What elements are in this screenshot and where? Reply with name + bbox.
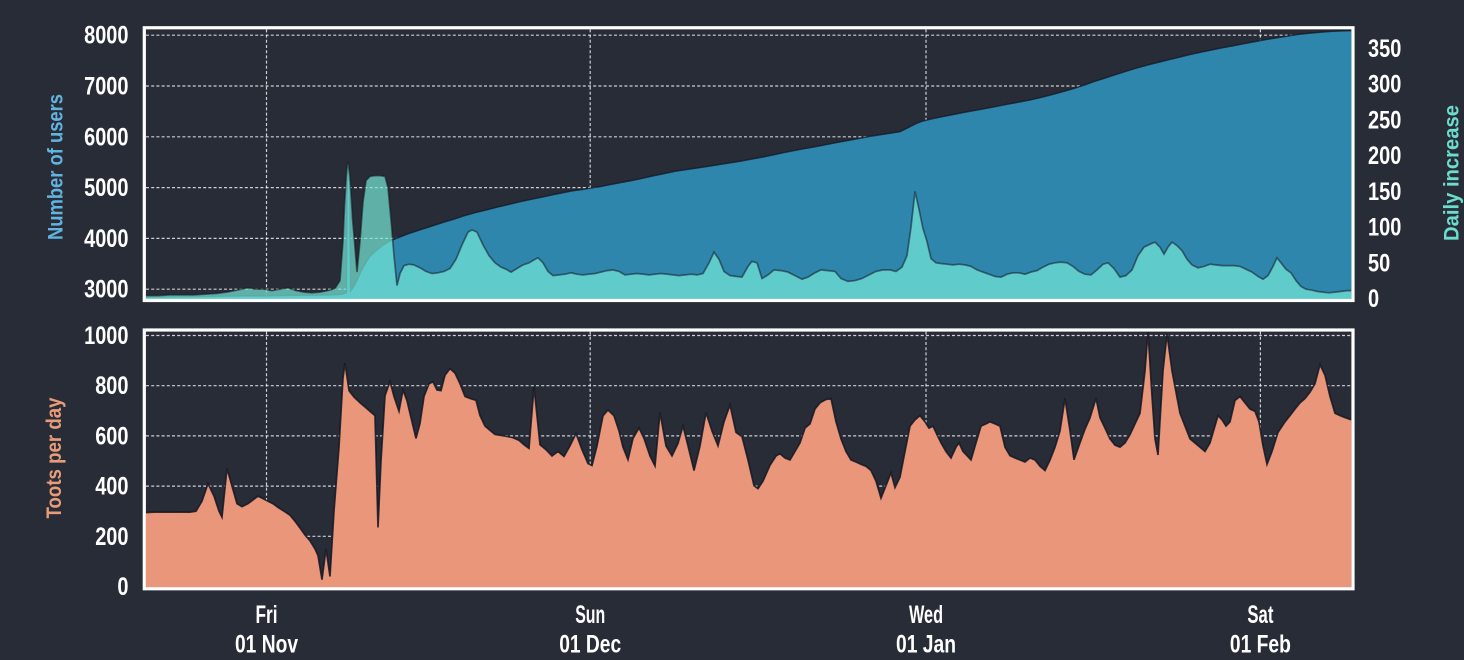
svg-text:01 Feb: 01 Feb	[1230, 631, 1291, 659]
svg-text:5000: 5000	[84, 174, 128, 202]
svg-text:8000: 8000	[84, 22, 128, 50]
svg-text:100: 100	[1368, 214, 1401, 242]
svg-text:300: 300	[1368, 71, 1401, 99]
svg-text:0: 0	[117, 573, 128, 601]
svg-text:6000: 6000	[84, 123, 128, 151]
svg-text:Number of users: Number of users	[45, 94, 68, 240]
svg-text:3000: 3000	[84, 276, 128, 304]
svg-text:800: 800	[95, 372, 128, 400]
svg-text:Daily increase: Daily increase	[1441, 105, 1464, 241]
svg-text:Sat: Sat	[1247, 601, 1273, 629]
svg-text:4000: 4000	[84, 225, 128, 253]
svg-text:400: 400	[95, 473, 128, 501]
svg-text:150: 150	[1368, 178, 1401, 206]
svg-text:01 Dec: 01 Dec	[559, 631, 621, 659]
svg-text:200: 200	[1368, 142, 1401, 170]
svg-text:Wed: Wed	[909, 601, 943, 629]
svg-text:Sun: Sun	[575, 601, 605, 629]
svg-text:0: 0	[1368, 285, 1379, 313]
svg-text:Fri: Fri	[256, 601, 278, 629]
svg-text:350: 350	[1368, 35, 1401, 63]
svg-text:1000: 1000	[84, 322, 128, 350]
svg-text:01 Nov: 01 Nov	[235, 631, 298, 659]
svg-text:250: 250	[1368, 106, 1401, 134]
svg-text:01 Jan: 01 Jan	[896, 631, 956, 659]
svg-text:600: 600	[95, 422, 128, 450]
svg-text:200: 200	[95, 523, 128, 551]
svg-text:50: 50	[1368, 249, 1390, 277]
svg-text:Toots per day: Toots per day	[43, 397, 66, 518]
svg-text:7000: 7000	[84, 73, 128, 101]
